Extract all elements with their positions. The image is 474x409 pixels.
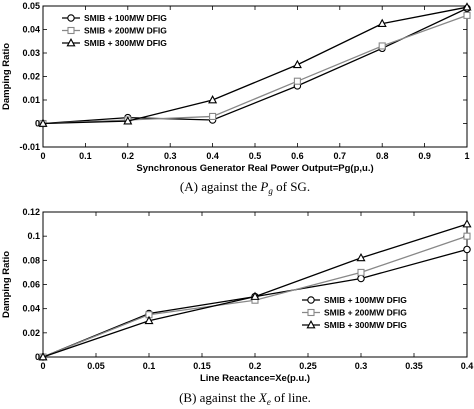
caption-variable: P — [259, 179, 268, 194]
legend-marker — [66, 38, 76, 47]
x-tick-label: 0.1 — [79, 151, 92, 161]
data-point — [463, 232, 471, 240]
data-point — [356, 252, 366, 262]
legend-label: SMIB + 300MW DFIG — [324, 320, 407, 330]
x-tick-label: 0.6 — [291, 151, 304, 161]
caption-variable: X — [258, 390, 268, 405]
x-tick-label: 0.4 — [461, 361, 474, 371]
y-tick-label: 0.04 — [22, 25, 40, 35]
data-point — [462, 2, 472, 11]
caption-suffix: of SG. — [273, 179, 310, 194]
legend: SMIB + 100MW DFIG SMIB + 200MW DFIG SMIB +… — [60, 12, 178, 56]
data-point — [378, 42, 386, 50]
x-tick-label: 0 — [40, 151, 45, 161]
x-tick-label: 0.3 — [164, 151, 177, 161]
data-point — [250, 291, 260, 300]
x-tick-label: 0.15 — [193, 361, 211, 371]
data-point — [462, 219, 472, 228]
x-tick-label: 0.05 — [87, 361, 105, 371]
legend-label: SMIB + 200MW DFIG — [84, 26, 167, 36]
x-axis-label: Synchronous Generator Real Power Output=… — [136, 163, 373, 174]
data-point — [38, 118, 48, 127]
x-tick-label: 0.2 — [122, 151, 135, 161]
chart-1: 0 0.1 0.2 0.3 0.4 0.5 0.6 0.7 0.8 0.9 1-0.0100.010… — [1, 1, 472, 196]
series-line — [42, 14, 468, 125]
caption-subscript: g — [268, 186, 273, 196]
data-point — [292, 59, 302, 69]
x-tick-label: 0.35 — [405, 361, 423, 371]
x-tick-label: 0.25 — [299, 361, 317, 371]
y-tick-label: -0.01 — [19, 142, 40, 152]
y-tick-label: 0.05 — [22, 1, 40, 11]
legend-marker — [306, 320, 316, 329]
series-3 — [38, 2, 472, 127]
y-tick-label: 0.08 — [22, 255, 40, 265]
legend-box — [60, 12, 178, 56]
y-tick-label: 0.03 — [22, 48, 40, 58]
legend-label: SMIB + 300MW DFIG — [84, 38, 167, 48]
y-tick-label: 0.01 — [22, 95, 40, 105]
chart-2: 0 0.05 0.1 0.15 0.2 0.25 0.3 0.35 0.4 0 0.02 0.04 0.… — [1, 207, 473, 407]
y-tick-label: 0.12 — [22, 207, 40, 217]
legend-box — [300, 294, 420, 338]
series-line — [42, 7, 468, 125]
y-axis-label: Damping Ratio — [1, 251, 12, 318]
data-point — [209, 112, 217, 120]
x-axis-label: Line Reactance=Xe(p.u.) — [200, 373, 310, 384]
legend-label: SMIB + 100MW DFIG — [84, 13, 167, 23]
x-tick-label: 0.3 — [355, 361, 368, 371]
series-3 — [38, 219, 472, 361]
y-tick-label: 0.04 — [22, 304, 40, 314]
legend: SMIB + 100MW DFIG SMIB + 200MW DFIG SMIB +… — [300, 294, 420, 338]
y-tick-label: 0.02 — [22, 328, 40, 338]
y-tick-label: 0.06 — [22, 280, 40, 290]
data-point — [463, 11, 471, 19]
y-tick-label: 0.02 — [22, 72, 40, 82]
series-line — [42, 6, 468, 125]
legend-marker — [67, 14, 75, 22]
x-tick-label: 1 — [464, 151, 469, 161]
legend-marker — [307, 296, 315, 304]
x-tick-label: 0.8 — [376, 151, 389, 161]
x-tick-label: 0.4 — [206, 151, 219, 161]
caption-subscript: e — [267, 397, 271, 407]
y-tick-label: 0 — [35, 119, 40, 129]
data-point — [463, 245, 471, 254]
x-tick-label: 0.9 — [418, 151, 431, 161]
y-tick-label: 0.1 — [27, 231, 40, 241]
x-tick-label: 0.1 — [143, 361, 156, 371]
data-point — [123, 116, 133, 125]
x-tick-label: 0.5 — [249, 151, 262, 161]
legend-label: SMIB + 200MW DFIG — [324, 308, 407, 318]
caption-suffix: of line. — [271, 390, 311, 405]
data-point — [377, 18, 387, 27]
legend-label: SMIB + 100MW DFIG — [324, 295, 407, 305]
x-tick-label: 0 — [40, 361, 45, 371]
x-tick-label: 0.7 — [334, 151, 347, 161]
legend-marker — [307, 308, 315, 317]
caption: (B) against the Xe of line. — [179, 390, 311, 407]
caption-prefix: (A) against the — [180, 179, 261, 194]
data-point — [357, 274, 365, 283]
data-point — [144, 315, 154, 325]
y-tick-label: 0 — [35, 352, 40, 362]
y-axis-label: Damping Ratio — [1, 43, 12, 110]
x-tick-label: 0.2 — [249, 361, 262, 371]
caption-prefix: (B) against the — [179, 390, 259, 405]
data-point — [38, 352, 48, 361]
caption: (A) against the Pg of SG. — [180, 179, 310, 196]
legend-marker — [67, 26, 75, 35]
data-point — [293, 77, 301, 85]
data-point — [208, 95, 218, 104]
data-point — [357, 268, 365, 276]
